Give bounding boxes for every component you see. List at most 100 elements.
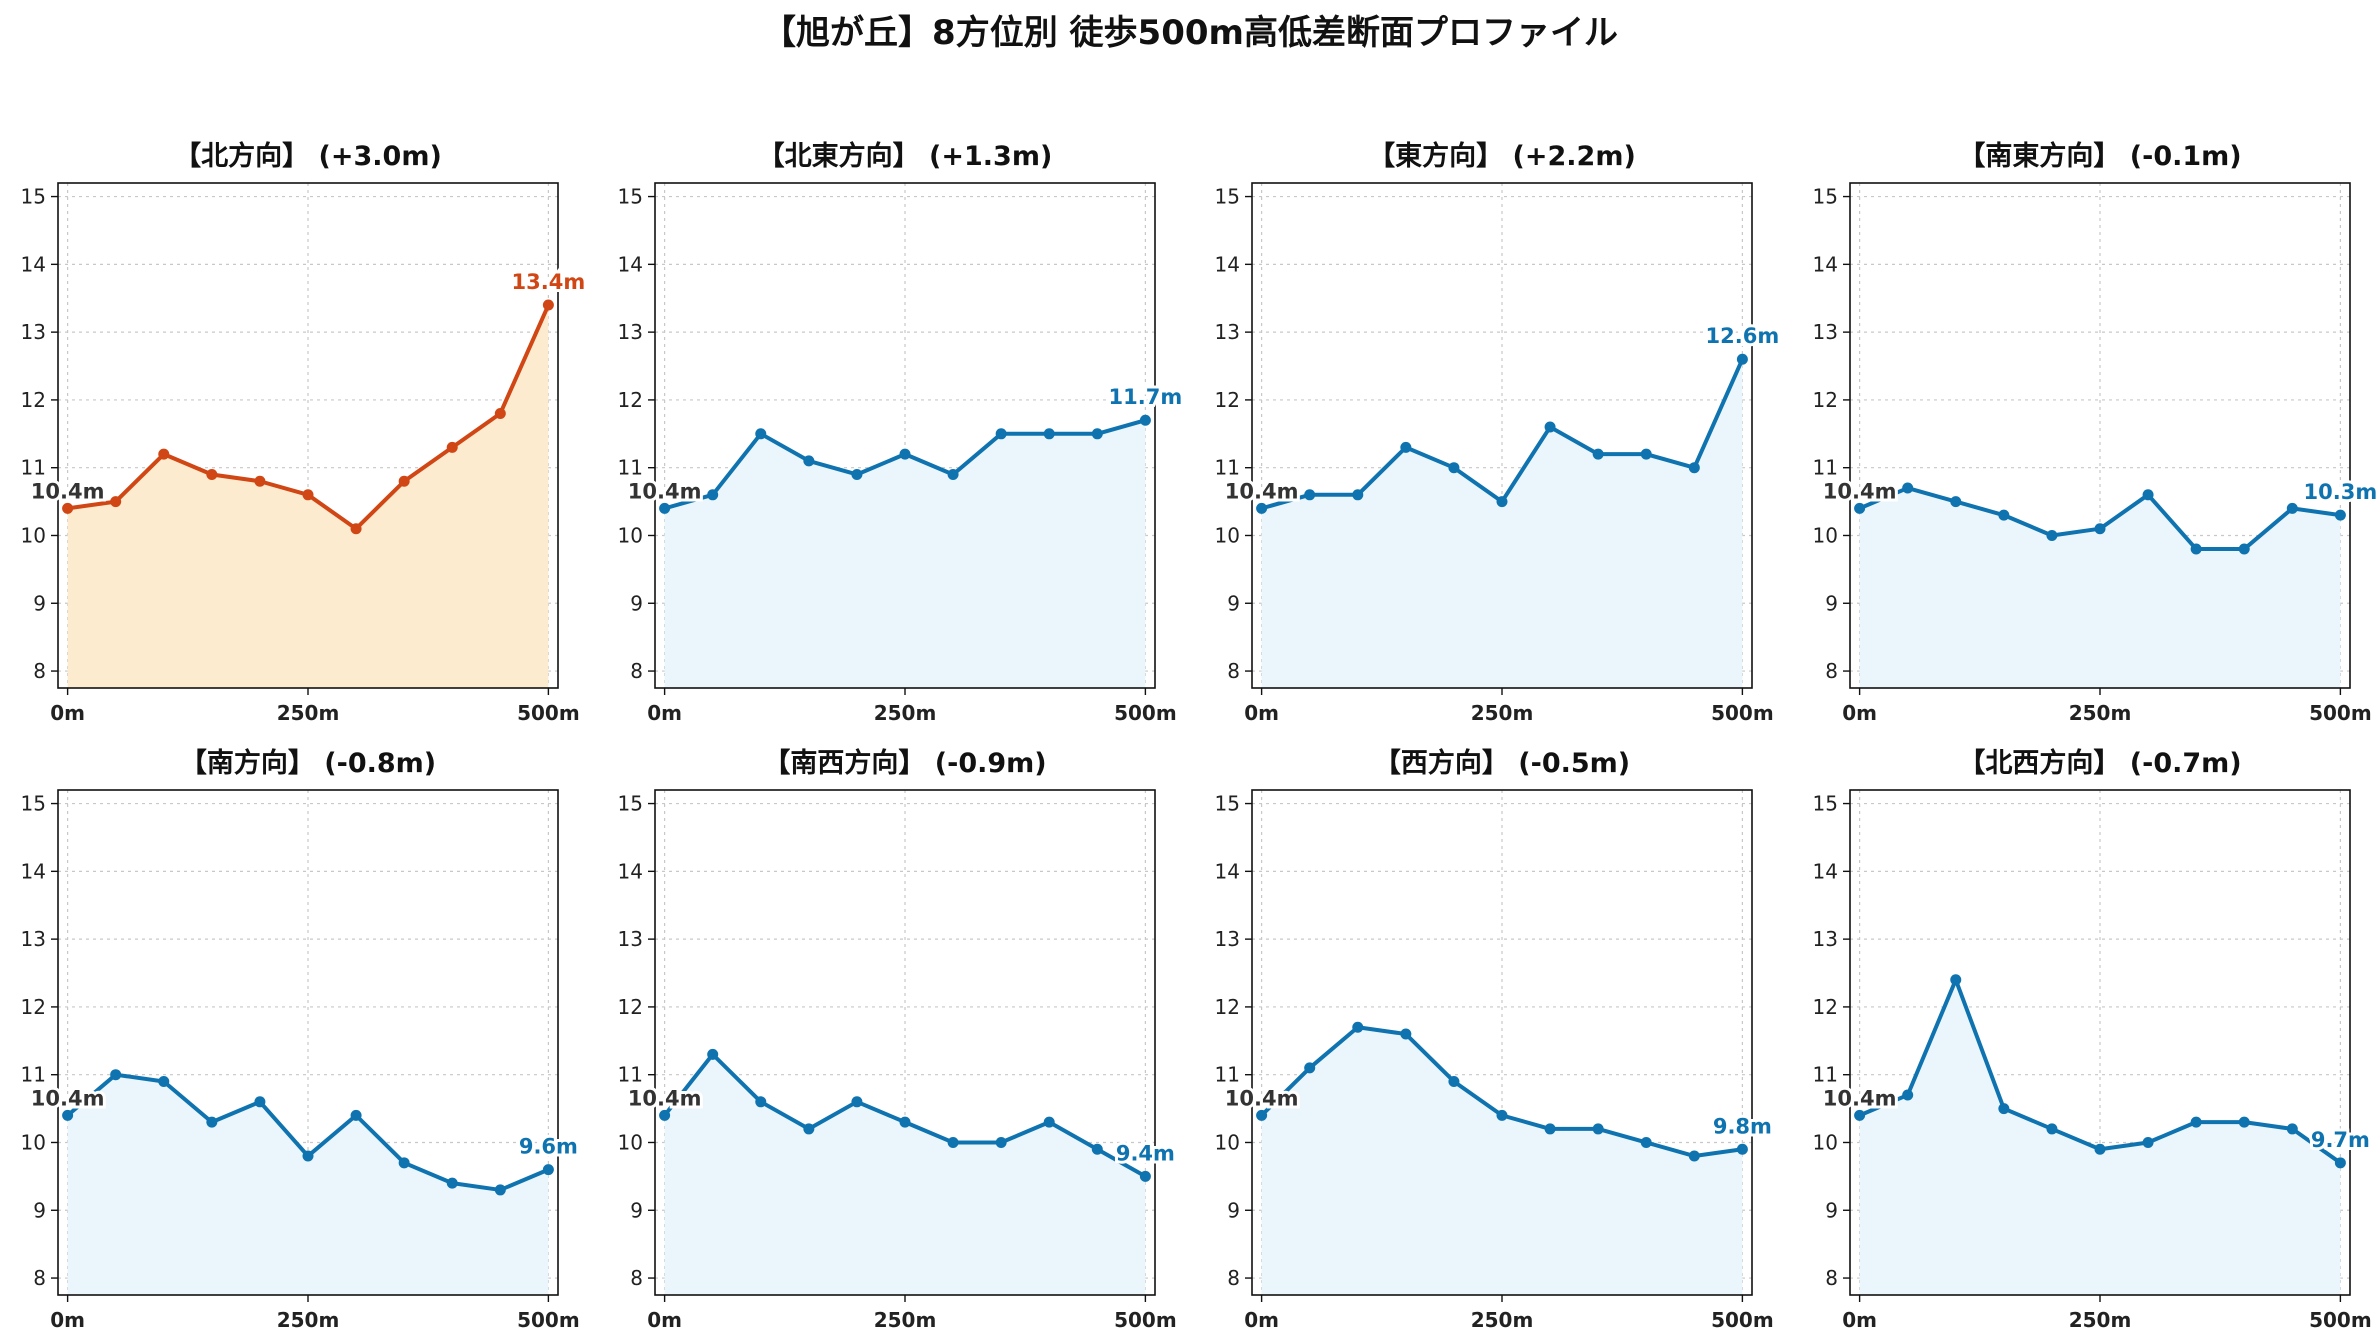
start-elevation-label: 10.4m xyxy=(1225,479,1299,503)
y-tick-label: 15 xyxy=(21,185,46,209)
end-elevation-label: 13.4m xyxy=(512,270,586,294)
data-point xyxy=(2286,502,2298,514)
start-elevation-label: 10.4m xyxy=(1225,1086,1299,1110)
end-elevation-label: 9.4m xyxy=(1116,1141,1175,1165)
panel-7: 【北西方向】 (-0.7m) 8 9 10 11 12 13 14 15 0m 250m 500m 10… xyxy=(1813,747,2373,1332)
y-tick-label: 10 xyxy=(1813,1130,1838,1154)
data-point xyxy=(158,448,170,460)
y-tick-label: 15 xyxy=(1215,792,1240,816)
y-tick-label: 15 xyxy=(618,185,643,209)
y-tick-label: 8 xyxy=(1825,1266,1838,1290)
data-point xyxy=(1304,489,1316,501)
x-tick-label: 500m xyxy=(1711,701,1774,725)
data-point xyxy=(2238,543,2250,555)
data-point xyxy=(755,428,767,440)
y-tick-label: 14 xyxy=(1813,252,1838,276)
data-point xyxy=(851,1096,863,1108)
panel-title: 【北方向】 (+3.0m) xyxy=(174,140,442,172)
data-point xyxy=(206,1116,218,1128)
y-tick-label: 15 xyxy=(1215,185,1240,209)
data-point xyxy=(254,1096,266,1108)
data-point xyxy=(1091,1143,1103,1155)
data-point xyxy=(2190,543,2202,555)
y-tick-label: 11 xyxy=(1813,456,1838,480)
data-point xyxy=(1592,448,1604,460)
end-elevation-label: 9.7m xyxy=(2311,1128,2370,1152)
data-point xyxy=(542,299,554,311)
x-tick-label: 500m xyxy=(1711,1308,1774,1332)
x-tick-label: 500m xyxy=(2309,1308,2372,1332)
y-tick-label: 13 xyxy=(1813,320,1838,344)
y-tick-label: 12 xyxy=(618,995,643,1019)
y-tick-label: 11 xyxy=(618,1063,643,1087)
y-tick-label: 8 xyxy=(33,659,46,683)
start-elevation-label: 10.4m xyxy=(31,1086,105,1110)
y-tick-label: 15 xyxy=(1813,185,1838,209)
data-point xyxy=(1854,1109,1866,1121)
panel-title: 【西方向】 (-0.5m) xyxy=(1374,747,1630,779)
x-tick-label: 250m xyxy=(1471,1308,1534,1332)
y-tick-label: 8 xyxy=(1227,659,1240,683)
data-point xyxy=(398,475,410,487)
x-tick-label: 0m xyxy=(1842,1308,1877,1332)
data-point xyxy=(1688,1150,1700,1162)
data-point xyxy=(1400,1028,1412,1040)
data-point xyxy=(206,468,218,480)
data-point xyxy=(446,441,458,453)
y-tick-label: 14 xyxy=(618,859,643,883)
data-point xyxy=(851,468,863,480)
y-tick-label: 13 xyxy=(1215,320,1240,344)
data-point xyxy=(707,1048,719,1060)
data-point xyxy=(494,407,506,419)
x-tick-label: 0m xyxy=(1244,1308,1279,1332)
data-point xyxy=(1139,414,1151,426)
data-point xyxy=(1640,1136,1652,1148)
data-point xyxy=(995,428,1007,440)
y-tick-label: 13 xyxy=(21,320,46,344)
y-tick-label: 9 xyxy=(1825,1198,1838,1222)
y-tick-label: 10 xyxy=(1813,523,1838,547)
panel-title: 【南東方向】 (-0.1m) xyxy=(1958,140,2241,172)
y-tick-label: 10 xyxy=(1215,1130,1240,1154)
data-point xyxy=(803,1123,815,1135)
y-tick-label: 13 xyxy=(1215,927,1240,951)
x-tick-label: 500m xyxy=(1114,1308,1177,1332)
y-tick-label: 9 xyxy=(33,1198,46,1222)
y-tick-label: 14 xyxy=(21,859,46,883)
x-tick-label: 500m xyxy=(1114,701,1177,725)
data-point xyxy=(1256,502,1268,514)
data-point xyxy=(1043,428,1055,440)
elevation-area xyxy=(67,1074,549,1295)
x-tick-label: 0m xyxy=(1244,701,1279,725)
y-tick-label: 13 xyxy=(618,320,643,344)
elevation-area xyxy=(1859,488,2341,688)
data-point xyxy=(947,1136,959,1148)
y-tick-label: 9 xyxy=(1227,1198,1240,1222)
data-point xyxy=(899,448,911,460)
data-point xyxy=(2238,1116,2250,1128)
elevation-area xyxy=(1859,979,2341,1295)
panel-1: 【北東方向】 (+1.3m) 8 9 10 11 12 13 14 15 0m 250m 500m 10… xyxy=(618,140,1186,725)
data-point xyxy=(995,1136,1007,1148)
end-elevation-label: 10.3m xyxy=(2304,480,2378,504)
panel-4: 【南方向】 (-0.8m) 8 9 10 11 12 13 14 15 0m 250m 500m 10.… xyxy=(21,747,581,1332)
panel-6: 【西方向】 (-0.5m) 8 9 10 11 12 13 14 15 0m 250m 500m 10.… xyxy=(1215,747,1775,1332)
panel-title: 【東方向】 (+2.2m) xyxy=(1368,140,1636,172)
x-tick-label: 250m xyxy=(2069,701,2132,725)
x-tick-label: 0m xyxy=(50,701,85,725)
y-tick-label: 8 xyxy=(630,659,643,683)
x-tick-label: 250m xyxy=(874,701,937,725)
y-tick-label: 11 xyxy=(1215,456,1240,480)
elevation-area xyxy=(1261,1027,1743,1295)
y-tick-label: 14 xyxy=(21,252,46,276)
data-point xyxy=(542,1164,554,1176)
y-tick-label: 12 xyxy=(1215,388,1240,412)
panel-3: 【南東方向】 (-0.1m) 8 9 10 11 12 13 14 15 0m 250m 500m 10… xyxy=(1813,140,2380,725)
x-tick-label: 250m xyxy=(1471,701,1534,725)
data-point xyxy=(1736,353,1748,365)
data-point xyxy=(2094,1143,2106,1155)
panel-grid: 【北方向】 (+3.0m) 8 9 10 11 12 13 14 15 0m 250m 500m 10.… xyxy=(21,140,2380,1332)
data-point xyxy=(899,1116,911,1128)
x-tick-label: 0m xyxy=(647,1308,682,1332)
